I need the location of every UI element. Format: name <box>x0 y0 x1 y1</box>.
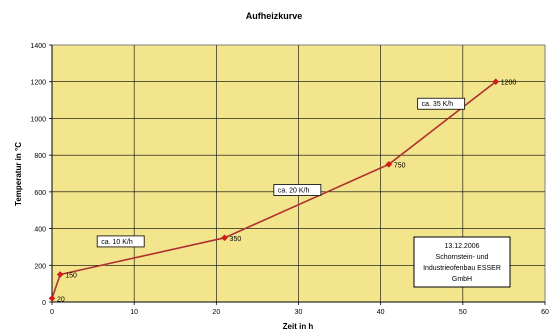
y-tick-label: 400 <box>34 227 46 234</box>
annotation-box <box>273 184 322 196</box>
info-box-line: Schornstein- und <box>436 254 489 261</box>
data-point <box>221 234 228 242</box>
x-axis: 0 10 20 30 40 50 60 <box>50 301 549 316</box>
data-point <box>385 160 393 168</box>
x-tick-label: 10 <box>130 309 138 316</box>
y-tick-label: 800 <box>34 153 46 160</box>
x-tick-label: 20 <box>212 309 220 316</box>
series-temperature: 20 150 350 750 1200 <box>48 78 517 303</box>
chart-title: Aufheizkurve <box>246 11 303 21</box>
info-box: 13.12.2006 Schornstein- und Industrieofe… <box>413 236 511 288</box>
info-box-line: 13.12.2006 <box>444 243 479 250</box>
y-tick-label: 1000 <box>30 116 46 123</box>
y-axis-label: Temperatur in °C <box>14 142 23 206</box>
annotation-label: ca. 10 K/h <box>101 239 133 246</box>
x-tick-label: 40 <box>377 309 385 316</box>
annotation-label: ca. 20 K/h <box>278 188 310 195</box>
x-tick-label: 30 <box>295 309 303 316</box>
data-point <box>48 294 56 302</box>
y-tick-label: 600 <box>34 190 46 197</box>
y-tick-label: 0 <box>42 300 46 307</box>
annotation-label: ca. 35 K/h <box>422 101 454 108</box>
y-axis: 0 200 400 600 800 1000 1200 1400 <box>30 43 53 307</box>
data-label: 20 <box>57 296 65 303</box>
data-point <box>492 78 500 86</box>
y-tick-label: 1200 <box>30 80 46 87</box>
annotation-box <box>96 235 145 248</box>
info-box-line: GmbH <box>452 276 472 283</box>
annotation-box <box>417 97 466 110</box>
data-label: 150 <box>65 272 77 279</box>
data-point <box>56 271 64 278</box>
y-tick-label: 1400 <box>30 43 46 50</box>
x-tick-label: 50 <box>459 309 467 316</box>
y-tick-label: 200 <box>34 263 46 270</box>
annotations: ca. 10 K/h ca. 20 K/h ca. 35 K/h <box>96 97 466 248</box>
info-box-line: Industrieofenbau ESSER <box>423 265 501 272</box>
x-axis-label: Zeit in h <box>283 322 314 331</box>
data-label: 750 <box>394 162 406 169</box>
info-box-frame <box>413 236 511 288</box>
data-label: 1200 <box>501 80 517 87</box>
data-label: 350 <box>230 236 242 243</box>
x-tick-label: 0 <box>50 309 54 316</box>
x-tick-label: 60 <box>541 309 549 316</box>
